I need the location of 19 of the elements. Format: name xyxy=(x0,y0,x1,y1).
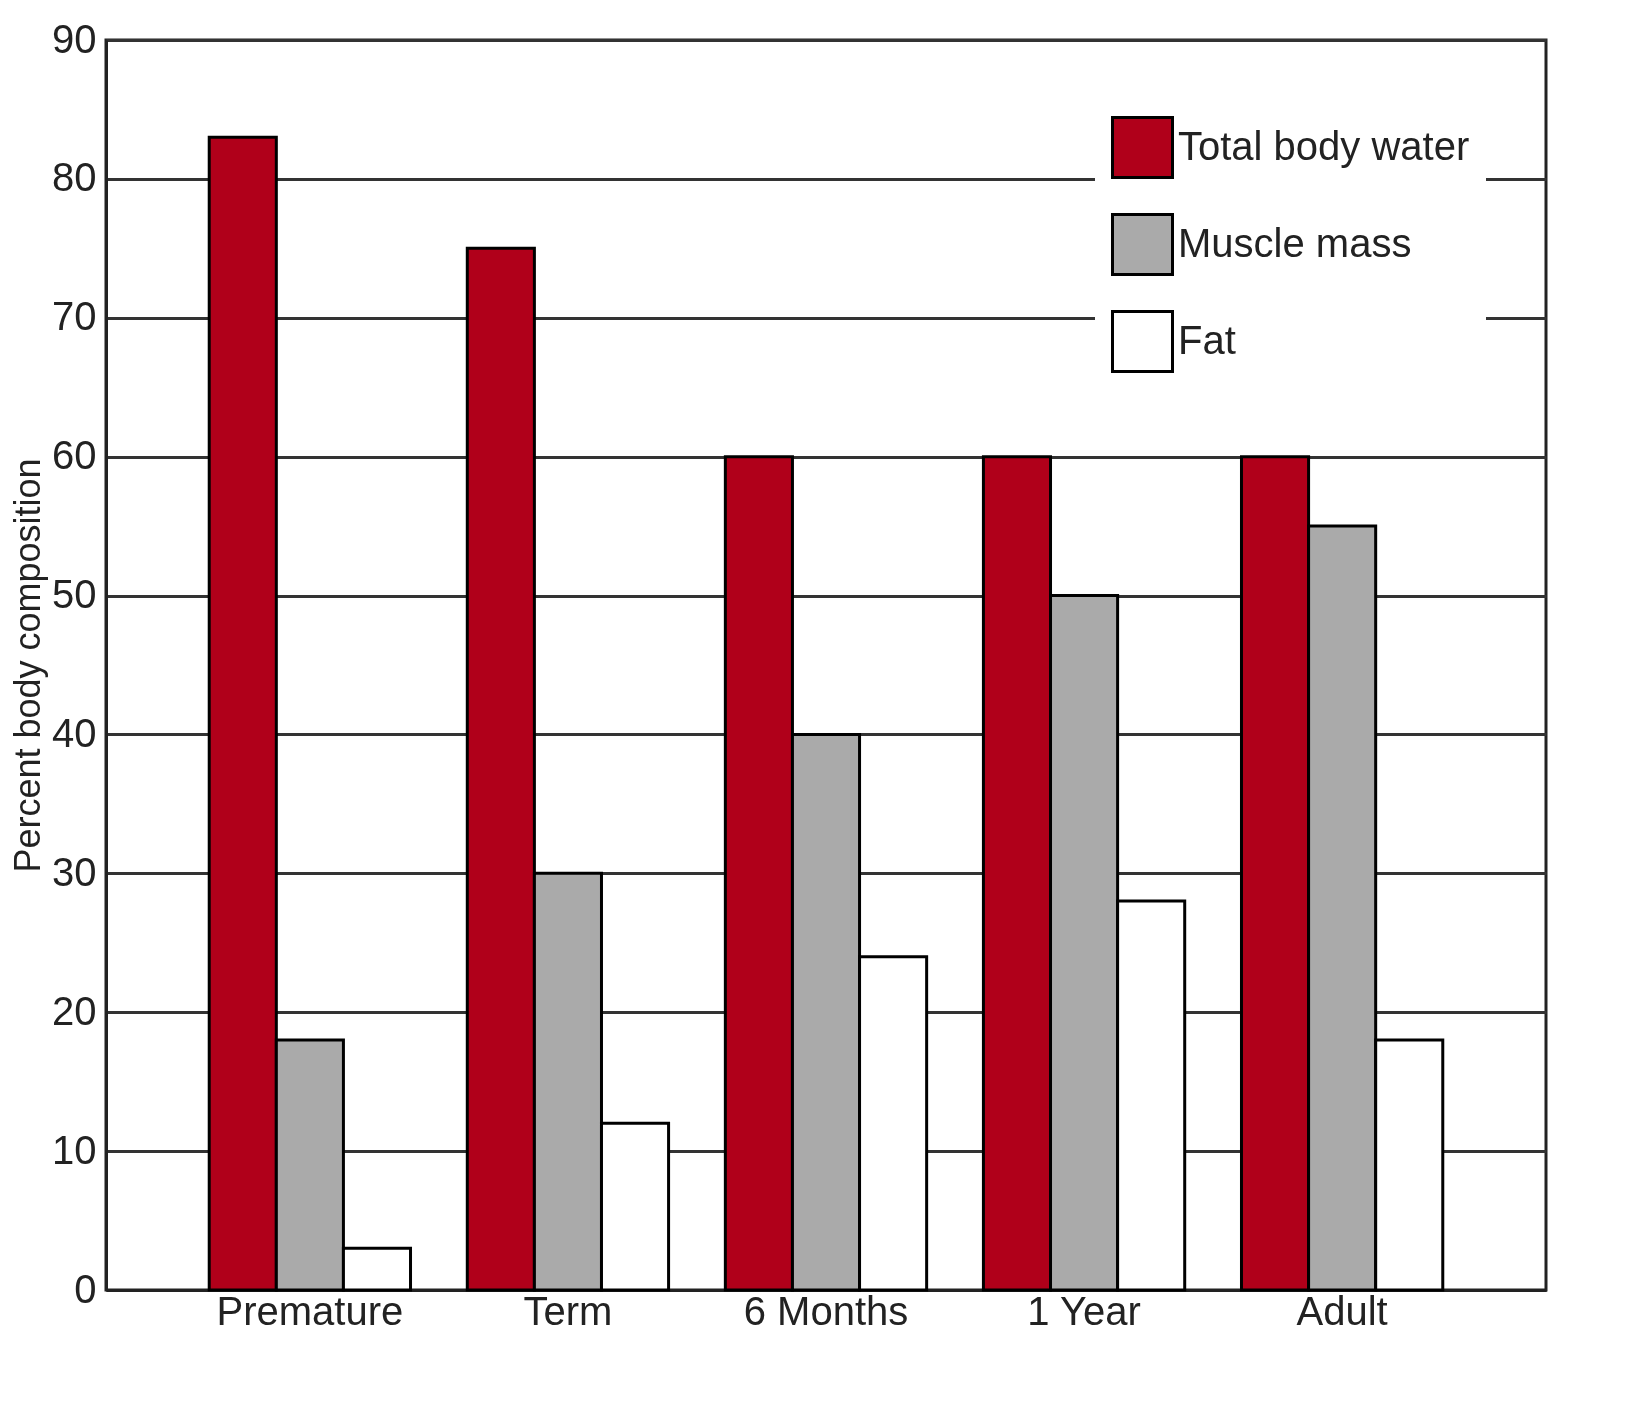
y-tick-label: 10 xyxy=(52,1127,97,1172)
legend-label: Total body water xyxy=(1178,123,1470,168)
y-tick-label: 80 xyxy=(52,155,97,200)
y-tick-label: 40 xyxy=(52,710,97,755)
x-tick-label: Term xyxy=(523,1288,613,1333)
legend-label: Muscle mass xyxy=(1178,220,1412,265)
y-tick-label: 50 xyxy=(52,572,97,617)
legend-label: Fat xyxy=(1178,317,1236,362)
x-tick-label: 1 Year xyxy=(1027,1288,1141,1333)
x-tick-label: Premature xyxy=(216,1288,404,1333)
x-tick-label: 6 Months xyxy=(743,1288,909,1333)
y-tick-label: 30 xyxy=(52,849,97,894)
x-tick-label: Adult xyxy=(1296,1288,1388,1333)
y-tick-label: 90 xyxy=(52,16,97,61)
y-tick-label: 60 xyxy=(52,433,97,478)
y-tick-label: 70 xyxy=(52,294,97,339)
y-axis-title: Percent body composition xyxy=(7,458,49,873)
y-tick-label: 20 xyxy=(52,988,97,1033)
y-tick-label: 0 xyxy=(74,1266,97,1311)
